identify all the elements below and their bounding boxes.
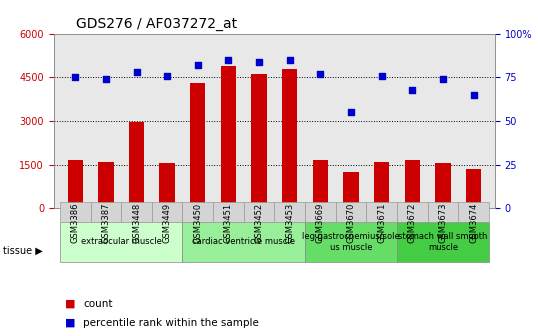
Point: [408, 87, 416, 92]
Text: GSM3671: GSM3671: [377, 203, 386, 243]
Text: GSM3451: GSM3451: [224, 203, 233, 243]
Text: tissue ▶: tissue ▶: [3, 245, 43, 255]
FancyBboxPatch shape: [305, 222, 397, 262]
Bar: [190, 83, 206, 208]
Bar: [343, 172, 359, 208]
Text: GSM3387: GSM3387: [101, 203, 110, 243]
FancyBboxPatch shape: [428, 202, 458, 222]
Point: [469, 92, 478, 97]
FancyBboxPatch shape: [182, 222, 305, 262]
FancyBboxPatch shape: [366, 202, 397, 222]
Bar: [98, 162, 114, 208]
Point: [163, 73, 172, 78]
FancyBboxPatch shape: [213, 202, 244, 222]
FancyBboxPatch shape: [458, 202, 489, 222]
Point: [224, 57, 233, 62]
Text: GDS276 / AF037272_at: GDS276 / AF037272_at: [76, 17, 237, 31]
Text: GSM3669: GSM3669: [316, 203, 325, 243]
FancyBboxPatch shape: [397, 202, 428, 222]
FancyBboxPatch shape: [60, 222, 182, 262]
Text: GSM3673: GSM3673: [438, 203, 448, 243]
Point: [71, 75, 80, 80]
Bar: [159, 163, 175, 208]
Text: cardiac ventricle muscle: cardiac ventricle muscle: [192, 238, 295, 246]
Bar: [466, 169, 481, 208]
Text: ■: ■: [65, 318, 75, 328]
Point: [255, 59, 264, 64]
Bar: [251, 74, 267, 208]
Bar: [129, 122, 144, 208]
Point: [346, 110, 355, 115]
Point: [316, 71, 324, 77]
Text: percentile rank within the sample: percentile rank within the sample: [83, 318, 259, 328]
Text: GSM3674: GSM3674: [469, 203, 478, 243]
Text: ■: ■: [65, 299, 75, 309]
FancyBboxPatch shape: [60, 202, 90, 222]
Bar: [313, 160, 328, 208]
Text: GSM3449: GSM3449: [162, 203, 172, 243]
Text: GSM3450: GSM3450: [193, 203, 202, 243]
Bar: [221, 66, 236, 208]
Point: [377, 73, 386, 78]
Bar: [282, 69, 298, 208]
Text: GSM3448: GSM3448: [132, 203, 141, 243]
FancyBboxPatch shape: [121, 202, 152, 222]
Text: extraocular muscle: extraocular muscle: [81, 238, 161, 246]
Point: [102, 76, 110, 82]
FancyBboxPatch shape: [305, 202, 336, 222]
Text: GSM3672: GSM3672: [408, 203, 417, 243]
Text: GSM3670: GSM3670: [346, 203, 356, 243]
FancyBboxPatch shape: [274, 202, 305, 222]
Text: GSM3386: GSM3386: [70, 203, 80, 243]
Bar: [405, 160, 420, 208]
Point: [438, 76, 447, 82]
Text: GSM3452: GSM3452: [254, 203, 264, 243]
FancyBboxPatch shape: [397, 222, 489, 262]
Point: [285, 57, 294, 62]
Text: stomach wall smooth
muscle: stomach wall smooth muscle: [398, 232, 487, 252]
FancyBboxPatch shape: [336, 202, 366, 222]
FancyBboxPatch shape: [152, 202, 182, 222]
Text: count: count: [83, 299, 113, 309]
Point: [132, 69, 141, 75]
Text: GSM3453: GSM3453: [285, 203, 294, 243]
Point: [194, 62, 202, 68]
Bar: [68, 160, 83, 208]
Bar: [435, 163, 450, 208]
FancyBboxPatch shape: [90, 202, 121, 222]
Text: leg gastrocnemius/sole
us muscle: leg gastrocnemius/sole us muscle: [302, 232, 400, 252]
FancyBboxPatch shape: [182, 202, 213, 222]
FancyBboxPatch shape: [244, 202, 274, 222]
Bar: [374, 162, 390, 208]
